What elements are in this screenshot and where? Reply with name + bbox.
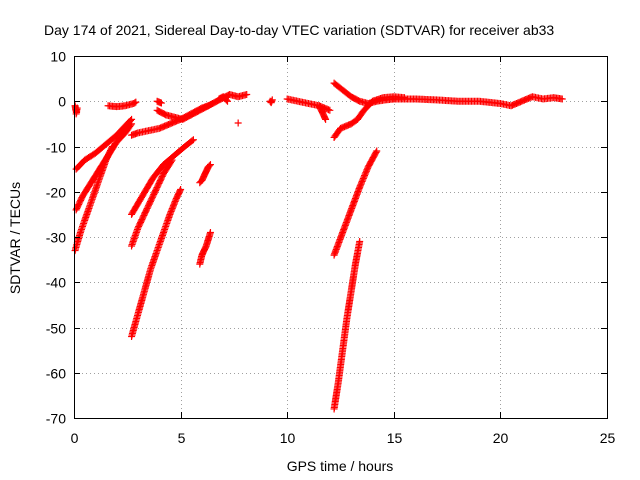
data-point: [167, 157, 175, 165]
data-point: [132, 98, 140, 106]
y-axis-label: SDTVAR / TECUs: [7, 182, 23, 294]
series-track-i: [196, 161, 214, 187]
y-tick-label: -40: [46, 275, 66, 291]
y-tick-label: -50: [46, 321, 66, 337]
data-layer: [71, 79, 566, 413]
series-track-l: [104, 98, 140, 111]
data-point: [373, 147, 381, 155]
data-point: [234, 119, 242, 127]
series-track-k: [71, 102, 81, 118]
series-track-w: [330, 147, 381, 259]
data-point: [177, 185, 185, 193]
data-point: [243, 90, 251, 98]
series-track-p: [234, 119, 242, 127]
y-tick-label: 0: [58, 94, 66, 110]
data-point: [206, 161, 214, 169]
series-track-m: [153, 97, 165, 107]
x-axis-label: GPS time / hours: [287, 458, 394, 474]
x-tick-label: 25: [600, 430, 616, 446]
data-point: [168, 156, 176, 164]
data-point: [176, 187, 184, 195]
x-tick-label: 20: [493, 430, 509, 446]
data-point: [189, 136, 197, 144]
data-point: [127, 121, 135, 129]
series-track-t: [330, 79, 398, 108]
data-point: [108, 144, 116, 152]
data-point: [326, 106, 334, 114]
series-track-j: [196, 228, 214, 268]
chart-title: Day 174 of 2021, Sidereal Day-to-day VTE…: [44, 22, 554, 38]
series-track-v: [390, 93, 566, 110]
y-tick-label: -30: [46, 230, 66, 246]
data-point: [205, 162, 213, 170]
x-tick-label: 10: [280, 430, 296, 446]
series-track-s: [315, 102, 330, 123]
data-point: [268, 96, 276, 104]
data-point: [188, 137, 196, 145]
y-tick-label: -60: [46, 366, 66, 382]
data-point: [128, 120, 136, 128]
series-track-g: [128, 185, 185, 341]
data-point: [108, 143, 116, 150]
x-tick-label: 15: [387, 430, 403, 446]
series-track-n: [209, 90, 251, 108]
tick-layer: 10 0 -10 -20 -30 -40 -50 -60 -70 0 5 10 15 20 25: [46, 49, 616, 447]
data-point: [322, 115, 330, 123]
data-point: [157, 99, 165, 107]
series-track-c: [71, 143, 116, 255]
data-point: [372, 148, 380, 156]
series-track-q: [266, 96, 276, 107]
y-tick-label: -70: [46, 411, 66, 427]
data-point: [356, 238, 364, 246]
data-point: [206, 228, 214, 236]
data-point: [222, 96, 230, 104]
y-tick-label: -10: [46, 140, 66, 156]
series-track-h: [153, 102, 212, 123]
data-point: [224, 97, 232, 105]
series-track-o: [215, 93, 232, 105]
y-tick-label: 10: [50, 49, 66, 65]
series-track-f: [128, 156, 176, 250]
data-point: [204, 102, 212, 110]
data-point: [203, 102, 211, 110]
x-tick-label: 5: [178, 430, 186, 446]
series-track-x: [330, 238, 364, 413]
series-track-r: [283, 95, 334, 114]
data-point: [131, 99, 139, 107]
y-tick-label: -20: [46, 185, 66, 201]
data-point: [558, 95, 566, 103]
x-tick-label: 0: [71, 430, 79, 446]
